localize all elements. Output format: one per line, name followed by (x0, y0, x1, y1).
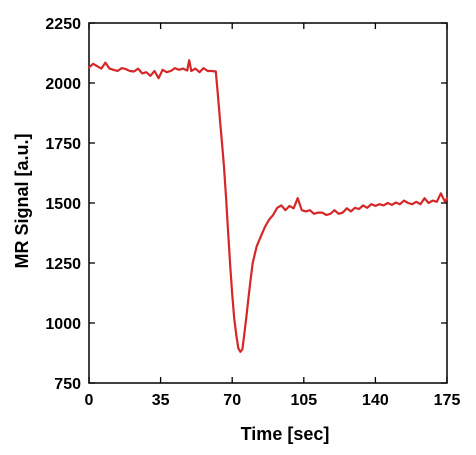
x-tick-label: 35 (152, 392, 170, 409)
x-axis-label: Time [sec] (241, 424, 330, 444)
x-tick-label: 70 (223, 392, 241, 409)
y-tick-label: 1000 (45, 316, 81, 333)
plot-area: 0 35 70 105 140 175 750 1000 1250 1500 1750 2000 225… (45, 16, 460, 409)
x-tick-label: 105 (290, 392, 317, 409)
x-tick-label: 175 (434, 392, 461, 409)
x-tick-label: 140 (362, 392, 389, 409)
x-tick-label: 0 (85, 392, 94, 409)
y-tick-label: 2250 (45, 16, 81, 33)
y-tick-label: 1250 (45, 256, 81, 273)
y-tick-label: 750 (54, 376, 81, 393)
y-tick-label: 1500 (45, 196, 81, 213)
series-line (87, 59, 449, 353)
y-tick-label: 2000 (45, 76, 81, 93)
y-tick-label: 1750 (45, 136, 81, 153)
y-axis-label: MR Signal [a.u.] (12, 134, 32, 269)
